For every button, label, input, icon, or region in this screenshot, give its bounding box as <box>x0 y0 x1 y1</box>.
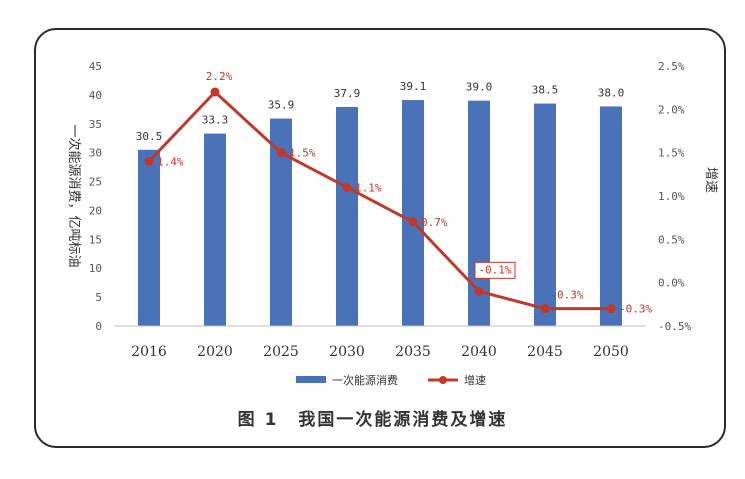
y-tick-label: 40 <box>89 89 102 102</box>
y-right-tick-label: 2.0% <box>658 103 685 116</box>
bar-series: 30.5 33.3 35.9 37.9 39.1 39.0 38.5 38.0 <box>136 80 625 327</box>
bar-data-label: 39.0 <box>466 81 493 94</box>
x-axis: 2016 2020 2025 2030 2035 2040 2045 2050 <box>114 325 646 360</box>
y-right-tick-label: -0.5% <box>658 320 691 333</box>
x-tick-label: 2030 <box>329 344 365 360</box>
bar <box>336 107 358 327</box>
growth-line-series: 1.4% 2.2% 1.5% 1.1% 0.7% -0.1% -0.3% -0.3% <box>144 70 652 316</box>
bar <box>402 100 424 326</box>
growth-point <box>342 182 352 192</box>
growth-data-label: 1.1% <box>355 181 382 194</box>
x-tick-label: 2016 <box>131 344 167 360</box>
x-tick-label: 2045 <box>527 344 563 360</box>
figure-number: 图 1 <box>237 410 279 430</box>
y-right-tick-label: 1.5% <box>658 147 685 160</box>
legend: 一次能源消费 增速 <box>296 373 486 387</box>
bar-data-label: 35.9 <box>268 99 295 112</box>
legend-bar-swatch <box>296 376 326 383</box>
legend-bar-label: 一次能源消费 <box>332 373 398 387</box>
growth-point <box>474 286 484 296</box>
growth-point <box>606 304 616 314</box>
bar-data-label: 33.3 <box>202 114 229 127</box>
figure-title: 我国一次能源消费及增速 <box>298 410 508 430</box>
y-tick-label: 45 <box>89 60 102 73</box>
growth-data-label: -0.1% <box>478 263 511 276</box>
growth-data-label: 1.5% <box>289 147 316 160</box>
y-right-tick-label: 2.5% <box>658 60 685 73</box>
y-axis-title: 一次能源消费，亿吨标油 <box>66 124 82 267</box>
y-tick-label: 15 <box>89 233 102 246</box>
y-tick-label: 0 <box>95 320 102 333</box>
y-right-tick-label: 0.5% <box>658 233 685 246</box>
x-tick-label: 2020 <box>197 344 233 360</box>
bar-data-label: 37.9 <box>334 87 361 100</box>
bar-data-label: 39.1 <box>400 80 427 93</box>
bar <box>534 103 556 326</box>
bar <box>204 133 226 326</box>
growth-point <box>210 87 220 97</box>
figure-caption: 图 1 我国一次能源消费及增速 <box>0 405 745 430</box>
growth-point <box>276 148 286 158</box>
y-right-tick-label: 1.0% <box>658 190 685 203</box>
growth-line <box>147 90 611 311</box>
y-tick-label: 30 <box>89 147 102 160</box>
x-tick-label: 2050 <box>593 344 629 360</box>
growth-point <box>144 156 154 166</box>
bar <box>138 149 160 326</box>
legend-line-marker <box>439 376 447 384</box>
y-tick-label: 5 <box>95 291 102 304</box>
bar-data-label: 38.0 <box>598 86 625 99</box>
bar-data-label: 30.5 <box>136 130 163 143</box>
x-tick-label: 2035 <box>395 344 431 360</box>
left-axis: 0 5 10 15 20 25 30 35 40 45 <box>89 60 102 333</box>
growth-label-box <box>474 261 516 279</box>
legend-line-label: 增速 <box>464 373 486 387</box>
growth-data-label: 0.7% <box>421 216 448 229</box>
bar <box>600 106 622 326</box>
growth-data-label: -0.3% <box>619 303 652 316</box>
y-axis-right-title: 增速 <box>703 167 718 193</box>
bar <box>270 118 292 326</box>
growth-data-label: 1.4% <box>157 155 184 168</box>
right-axis: -0.5% 0.0% 0.5% 1.0% 1.5% 2.0% 2.5% <box>658 60 691 333</box>
bar-data-label: 38.5 <box>532 84 559 97</box>
growth-point <box>540 304 550 314</box>
y-tick-label: 10 <box>89 262 102 275</box>
x-tick-label: 2040 <box>461 344 497 360</box>
y-right-tick-label: 0.0% <box>658 277 685 290</box>
y-tick-label: 25 <box>89 176 102 189</box>
x-tick-label: 2025 <box>263 344 299 360</box>
plot-background <box>62 50 686 395</box>
growth-point <box>408 217 418 227</box>
y-tick-label: 35 <box>89 118 102 131</box>
growth-data-label: -0.3% <box>550 289 583 302</box>
growth-data-label: 2.2% <box>206 70 233 83</box>
y-tick-label: 20 <box>89 204 102 217</box>
